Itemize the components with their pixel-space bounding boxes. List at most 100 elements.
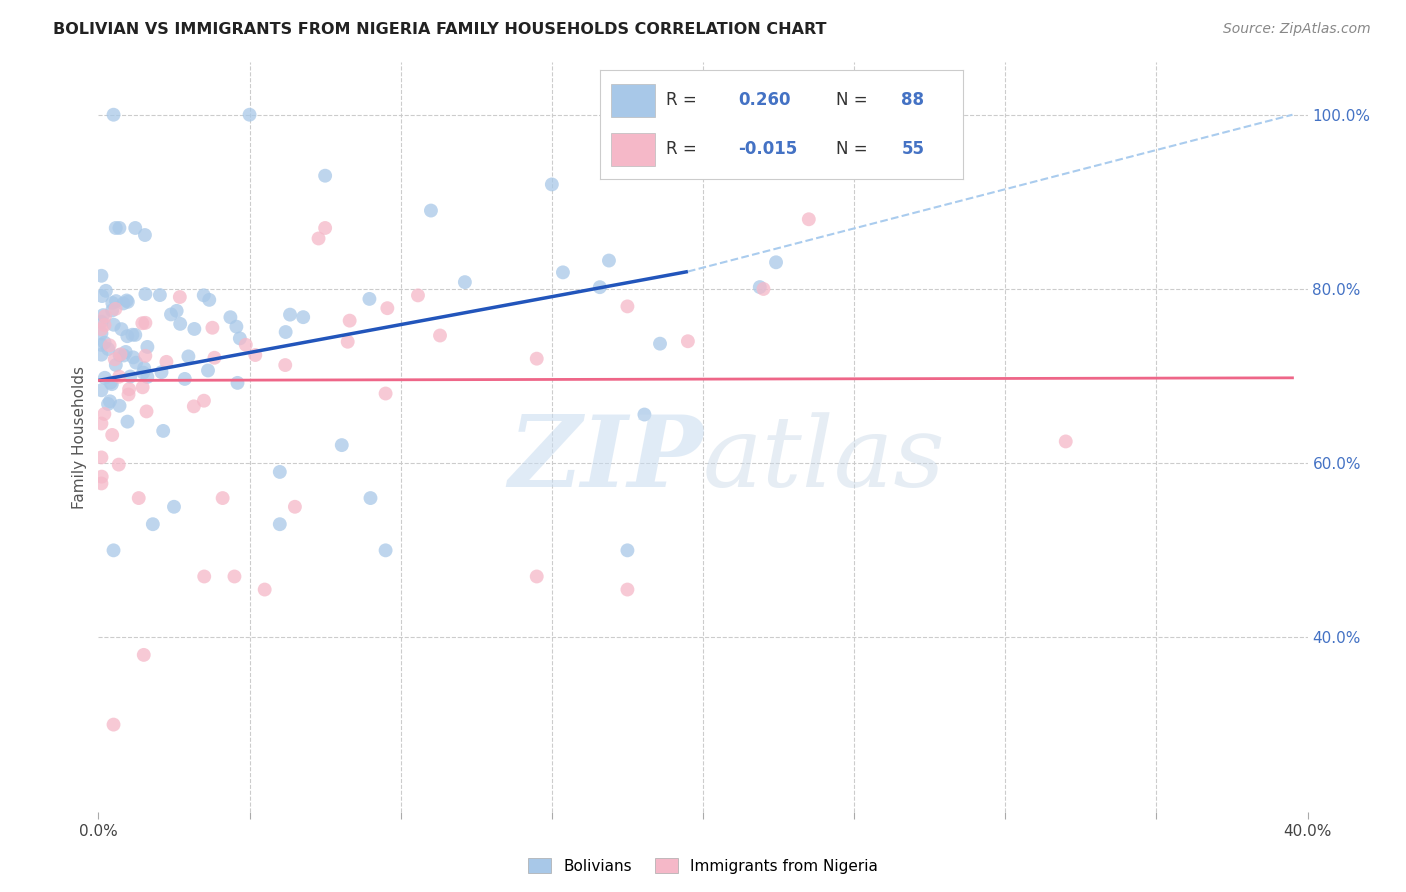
Point: [377, 301, 399, 316]
Point: [155, 355, 177, 369]
Point: [90, 417, 112, 431]
Point: [797, 212, 820, 227]
Point: [239, 108, 262, 122]
Point: [94, 371, 117, 385]
Point: [132, 648, 155, 662]
Point: [103, 717, 125, 731]
Point: [748, 280, 770, 294]
Point: [616, 299, 638, 313]
Point: [278, 308, 301, 322]
Point: [269, 517, 291, 532]
Text: ZIP: ZIP: [508, 411, 703, 508]
Point: [90, 348, 112, 362]
Point: [94, 310, 117, 324]
Point: [134, 287, 156, 301]
Point: [177, 350, 200, 364]
Point: [131, 316, 153, 330]
Point: [219, 310, 242, 325]
Point: [235, 338, 257, 352]
Point: [292, 310, 315, 325]
Point: [105, 294, 128, 309]
Point: [121, 327, 143, 342]
Point: [336, 334, 359, 349]
Point: [173, 372, 195, 386]
Point: [117, 329, 139, 343]
Point: [201, 320, 224, 334]
Point: [110, 322, 132, 336]
Point: [90, 450, 112, 465]
Point: [454, 275, 477, 289]
Point: [551, 265, 574, 279]
Point: [117, 387, 139, 401]
Point: [122, 351, 145, 365]
Point: [108, 348, 131, 362]
Point: [93, 335, 115, 350]
Point: [193, 288, 215, 302]
Point: [163, 500, 186, 514]
Point: [90, 326, 112, 341]
Point: [131, 380, 153, 394]
Point: [183, 400, 205, 414]
Point: [108, 221, 131, 235]
Point: [648, 336, 671, 351]
Point: [284, 500, 307, 514]
Point: [117, 415, 139, 429]
Point: [169, 317, 191, 331]
Point: [197, 363, 219, 377]
Point: [616, 543, 638, 558]
Point: [98, 338, 121, 352]
Point: [104, 301, 127, 316]
Point: [765, 255, 787, 269]
Point: [752, 282, 775, 296]
Point: [114, 345, 136, 359]
Point: [420, 203, 443, 218]
Point: [136, 370, 159, 384]
Point: [101, 377, 124, 392]
Point: [90, 476, 112, 491]
Point: [598, 253, 620, 268]
Point: [100, 376, 122, 390]
Point: [112, 349, 135, 363]
Point: [1054, 434, 1077, 449]
Point: [429, 328, 451, 343]
Point: [166, 304, 188, 318]
Point: [374, 386, 396, 401]
Point: [274, 358, 297, 372]
Point: [112, 296, 135, 310]
Point: [226, 376, 249, 390]
Point: [91, 308, 114, 322]
Point: [101, 303, 124, 318]
Point: [225, 319, 247, 334]
Point: [91, 289, 114, 303]
Point: [98, 394, 121, 409]
Point: [589, 280, 612, 294]
Point: [229, 331, 252, 345]
Point: [103, 108, 125, 122]
Point: [132, 366, 155, 380]
Text: Source: ZipAtlas.com: Source: ZipAtlas.com: [1223, 22, 1371, 37]
Point: [125, 356, 148, 370]
Point: [104, 221, 127, 235]
Point: [90, 268, 112, 283]
Point: [97, 397, 120, 411]
Point: [193, 393, 215, 408]
Point: [339, 313, 361, 327]
Point: [104, 352, 127, 367]
Point: [152, 424, 174, 438]
Point: [134, 316, 156, 330]
Point: [134, 349, 156, 363]
Point: [108, 399, 131, 413]
Text: BOLIVIAN VS IMMIGRANTS FROM NIGERIA FAMILY HOUSEHOLDS CORRELATION CHART: BOLIVIAN VS IMMIGRANTS FROM NIGERIA FAMI…: [53, 22, 827, 37]
Point: [118, 382, 141, 396]
Point: [103, 543, 125, 558]
Point: [169, 290, 191, 304]
Point: [330, 438, 353, 452]
Point: [135, 404, 157, 418]
Point: [253, 582, 276, 597]
Point: [101, 296, 124, 310]
Point: [128, 491, 150, 505]
Point: [108, 369, 131, 384]
Point: [120, 369, 142, 384]
Point: [97, 342, 120, 356]
Point: [101, 428, 124, 442]
